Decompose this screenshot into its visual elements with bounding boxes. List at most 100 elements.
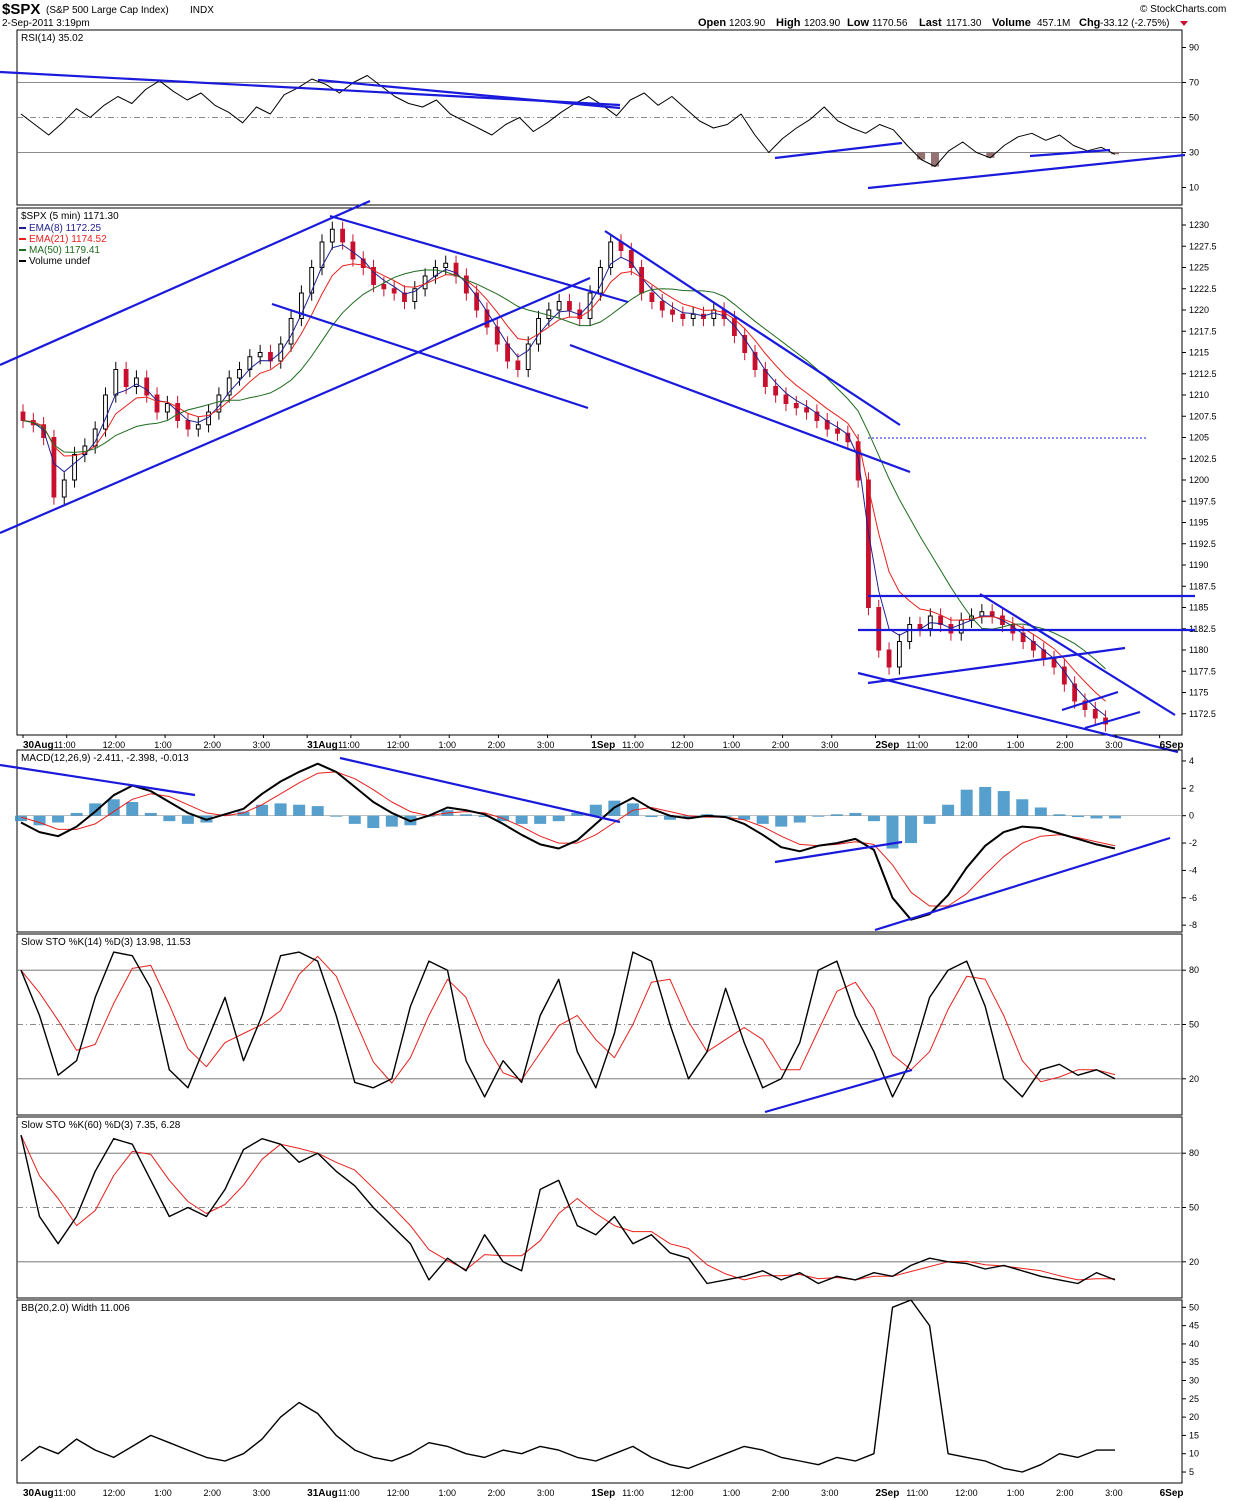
bottom-x-tick-label: 1:00 bbox=[723, 1488, 741, 1498]
candle-body bbox=[649, 292, 655, 302]
price-tick-label: 1215 bbox=[1189, 348, 1209, 358]
macd-histogram-bar bbox=[1016, 799, 1029, 816]
trendline bbox=[867, 646, 1126, 685]
sto14-label: Slow STO %K(14) %D(3) 13.98, 11.53 bbox=[21, 937, 191, 948]
macd-histogram-bar bbox=[311, 806, 324, 816]
trendline bbox=[0, 199, 371, 367]
macd-histogram-bar bbox=[793, 815, 806, 823]
candle-body bbox=[257, 352, 263, 358]
candle-body bbox=[773, 386, 779, 396]
exchange-label: INDX bbox=[190, 5, 214, 16]
macd-histogram-bar bbox=[70, 812, 83, 816]
ema21-line bbox=[22, 263, 1106, 702]
bottom-x-tick-label: 3:00 bbox=[821, 1488, 839, 1498]
bottom-x-tick-label: 3:00 bbox=[1105, 1488, 1123, 1498]
price-tick-label: 1222.5 bbox=[1189, 284, 1217, 294]
candle-body bbox=[154, 394, 160, 413]
macd-signal-line bbox=[20, 771, 1116, 907]
candle-body bbox=[1020, 632, 1026, 642]
candle-body bbox=[237, 369, 242, 379]
bbwidth-line bbox=[20, 1299, 1115, 1473]
macd-tick-label: 2 bbox=[1189, 783, 1194, 793]
candle-body bbox=[474, 292, 480, 311]
candle-body bbox=[402, 292, 407, 302]
candle-body bbox=[51, 437, 57, 498]
macd-histogram-bar bbox=[144, 812, 157, 816]
trendline bbox=[1084, 710, 1141, 730]
price-tick-label: 1207.5 bbox=[1189, 411, 1217, 421]
sto60-label: Slow STO %K(60) %D(3) 7.35, 6.28 bbox=[21, 1120, 181, 1131]
bottom-x-tick-label: 11:00 bbox=[54, 1488, 76, 1498]
trendline bbox=[774, 141, 903, 160]
candle-body bbox=[391, 288, 397, 294]
ma50-line bbox=[22, 269, 1106, 670]
candle-body bbox=[866, 479, 871, 608]
x-tick-label: 1:00 bbox=[438, 740, 456, 750]
chg-value: -33.12 (-2.75%) bbox=[1100, 18, 1169, 29]
candle-body bbox=[72, 454, 77, 481]
sto60-tick-label: 50 bbox=[1189, 1203, 1199, 1213]
chart-header: $SPX (S&P 500 Large Cap Index) INDX 2-Se… bbox=[2, 1, 1226, 29]
candle-body bbox=[381, 284, 387, 290]
macd-panel: MACD(12,26,9) -2.411, -2.398, -0.013 -8 -6… bbox=[0, 749, 1197, 933]
sto14-k-line bbox=[20, 951, 1116, 1098]
macd-frame bbox=[16, 749, 1183, 933]
x-tick-label: 30Aug bbox=[23, 740, 54, 751]
trendline bbox=[857, 671, 1179, 754]
macd-histogram-bar bbox=[812, 815, 825, 817]
macd-histogram-bar bbox=[163, 815, 176, 822]
candle-body bbox=[463, 275, 469, 294]
bottom-x-tick-label: 11:00 bbox=[622, 1488, 644, 1498]
x-tick-label: 1Sep bbox=[591, 740, 615, 751]
candle-body bbox=[443, 262, 449, 268]
macd-histogram-bar bbox=[126, 802, 139, 816]
x-tick-label: 11:00 bbox=[906, 740, 928, 750]
price-tick-label: 1225 bbox=[1189, 263, 1209, 273]
bottom-x-tick-label: 2:00 bbox=[203, 1488, 221, 1498]
candle-body bbox=[1082, 700, 1088, 710]
candle-body bbox=[804, 407, 809, 413]
candle-body bbox=[134, 377, 139, 387]
volume-value: 457.1M bbox=[1037, 18, 1070, 29]
x-tick-label: 3:00 bbox=[821, 740, 839, 750]
trendline bbox=[1061, 690, 1119, 712]
candle-body bbox=[938, 615, 944, 625]
sto14-d-line bbox=[20, 955, 1116, 1084]
macd-tick-label: -2 bbox=[1189, 838, 1197, 848]
candle-body bbox=[412, 288, 418, 302]
macd-histogram-bar bbox=[367, 815, 380, 828]
macd-histogram-bar bbox=[256, 804, 269, 816]
x-tick-label: 1:00 bbox=[1007, 740, 1025, 750]
bottom-x-tick-label: 11:00 bbox=[906, 1488, 928, 1498]
candle-body bbox=[164, 403, 170, 413]
candle-body bbox=[824, 420, 830, 430]
sto14-tick-label: 50 bbox=[1189, 1020, 1199, 1030]
bbwidth-tick-label: 50 bbox=[1189, 1302, 1199, 1312]
macd-histogram-bar bbox=[348, 815, 361, 824]
bbwidth-tick-label: 35 bbox=[1189, 1357, 1199, 1367]
macd-histogram-bar bbox=[979, 786, 992, 816]
x-tick-label: 3:00 bbox=[253, 740, 271, 750]
bottom-x-tick-label: 3:00 bbox=[253, 1488, 271, 1498]
macd-histogram-bar bbox=[33, 815, 46, 826]
chg-label: Chg bbox=[1079, 17, 1100, 29]
x-tick-label: 12:00 bbox=[955, 740, 978, 750]
candle-body bbox=[371, 267, 376, 285]
bottom-x-tick-label: 12:00 bbox=[955, 1488, 978, 1498]
x-tick-label: 3:00 bbox=[1105, 740, 1123, 750]
macd-histogram-bar bbox=[960, 789, 973, 816]
candle-body bbox=[670, 309, 675, 315]
bbwidth-tick-label: 25 bbox=[1189, 1394, 1199, 1404]
macd-histogram-bar bbox=[1071, 815, 1084, 818]
candle-body bbox=[639, 267, 645, 294]
rsi-oversold-fill bbox=[917, 152, 926, 160]
bottom-x-tick-label: 2:00 bbox=[1056, 1488, 1074, 1498]
bbwidth-tick-label: 45 bbox=[1189, 1321, 1199, 1331]
candle-body bbox=[690, 313, 696, 319]
open-label: Open bbox=[698, 17, 726, 29]
macd-histogram-bar bbox=[293, 804, 306, 816]
candle-body bbox=[742, 335, 748, 353]
trendline bbox=[764, 1068, 913, 1114]
candle-body bbox=[793, 403, 799, 409]
candle-body bbox=[484, 309, 490, 328]
